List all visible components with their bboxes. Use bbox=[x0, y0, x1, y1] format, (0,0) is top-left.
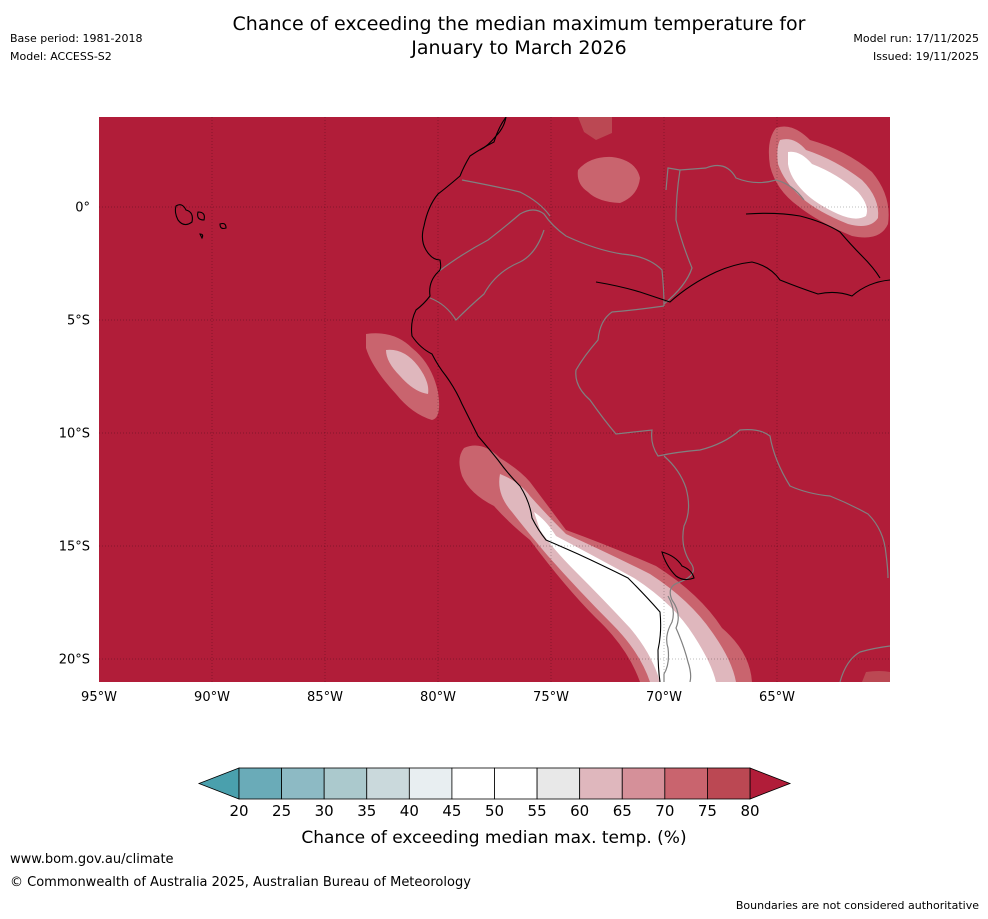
lon-label: 95°W bbox=[81, 690, 117, 705]
colorbar-tick-label: 25 bbox=[272, 802, 291, 820]
title-line-2: January to March 2026 bbox=[411, 37, 627, 59]
colorbar-segment bbox=[707, 767, 751, 800]
lat-label: 0° bbox=[75, 200, 90, 215]
colorbar-segments bbox=[238, 767, 751, 800]
lat-label: 10°S bbox=[59, 426, 90, 441]
colorbar-segment bbox=[494, 767, 538, 800]
border-ecuador-peru bbox=[429, 229, 545, 321]
meta-left: Base period: 1981-2018 Model: ACCESS-S2 bbox=[10, 30, 142, 66]
lat-label: 5°S bbox=[67, 313, 90, 328]
border-colombia-venezuela bbox=[461, 165, 805, 305]
map-background bbox=[99, 117, 890, 682]
colorbar-segment bbox=[536, 767, 581, 800]
base-period: Base period: 1981-2018 bbox=[10, 32, 143, 45]
coast-caribbean bbox=[479, 117, 890, 303]
colorbar-segment bbox=[579, 767, 623, 800]
colorbar-tick-label: 45 bbox=[442, 802, 461, 820]
colorbar-tick-label: 35 bbox=[357, 802, 376, 820]
model-run-date: Model run: 17/11/2025 bbox=[853, 32, 979, 45]
colorbar-segment bbox=[238, 767, 282, 800]
lat-label: 20°S bbox=[59, 652, 90, 667]
colorbar-tick-label: 20 bbox=[229, 802, 248, 820]
colorbar-tick-label: 70 bbox=[655, 802, 674, 820]
colorbar-tick-label: 65 bbox=[613, 802, 632, 820]
lon-label: 85°W bbox=[307, 690, 343, 705]
lon-label: 80°W bbox=[420, 690, 456, 705]
colorbar-tick-label: 60 bbox=[570, 802, 589, 820]
graticule bbox=[99, 117, 890, 682]
border-colombia-ecuador-peru bbox=[437, 209, 665, 307]
patch-bolivia-south bbox=[862, 671, 890, 682]
lon-label: 90°W bbox=[194, 690, 230, 705]
colorbar-tick-label: 30 bbox=[315, 802, 334, 820]
country-borders bbox=[429, 165, 890, 682]
colorbar-segment bbox=[366, 767, 410, 800]
colorbar-segment bbox=[664, 767, 708, 800]
footer-disclaimer: Boundaries are not considered authoritat… bbox=[735, 899, 979, 912]
border-peru-brazil bbox=[575, 305, 889, 579]
colorbar-over-arrow bbox=[749, 767, 792, 800]
colorbar-under-arrow bbox=[197, 767, 240, 800]
model-name: Model: ACCESS-S2 bbox=[10, 50, 112, 63]
colorbar-tick-label: 40 bbox=[400, 802, 419, 820]
galapagos-islands bbox=[174, 204, 227, 240]
longitude-labels: 95°W 90°W 85°W 80°W 75°W 70°W 65°W bbox=[81, 690, 795, 705]
colorbar: 20 25 30 35 40 45 50 55 60 65 70 75 80 Chance of exc… bbox=[197, 767, 792, 848]
colorbar-title: Chance of exceeding median max. temp. (%… bbox=[301, 828, 686, 848]
lon-label: 75°W bbox=[533, 690, 569, 705]
lon-label: 65°W bbox=[759, 690, 795, 705]
colorbar-segment bbox=[281, 767, 325, 800]
coastline bbox=[174, 117, 890, 682]
chart-title: Chance of exceeding the median maximum t… bbox=[160, 12, 878, 60]
latitude-labels: 0° 5°S 10°S 15°S 20°S bbox=[59, 200, 90, 667]
footer-url[interactable]: www.bom.gov.au/climate bbox=[10, 852, 174, 867]
colorbar-segment bbox=[621, 767, 666, 800]
lat-label: 15°S bbox=[59, 539, 90, 554]
colorbar-tick-label: 50 bbox=[485, 802, 504, 820]
meta-right: Model run: 17/11/2025 Issued: 19/11/2025 bbox=[853, 30, 979, 66]
colorbar-segment bbox=[323, 767, 368, 800]
colorbar-tick-label: 75 bbox=[698, 802, 717, 820]
patch-north-ocean bbox=[578, 117, 612, 140]
patch-venezuela-inner bbox=[788, 151, 867, 219]
issued-date: Issued: 19/11/2025 bbox=[872, 50, 979, 63]
coast-pacific bbox=[410, 117, 662, 682]
colorbar-segment bbox=[451, 767, 495, 800]
footer-copyright: © Commonwealth of Australia 2025, Austra… bbox=[10, 875, 471, 890]
border-peru-bolivia bbox=[663, 455, 694, 682]
lon-label: 70°W bbox=[646, 690, 682, 705]
colorbar-tick-label: 80 bbox=[740, 802, 759, 820]
border-bolivia-paraguay bbox=[839, 645, 890, 682]
patch-peru-offshore-inner bbox=[386, 349, 429, 394]
title-line-1: Chance of exceeding the median maximum t… bbox=[232, 13, 806, 35]
patch-colombia bbox=[577, 156, 640, 203]
colorbar-segment bbox=[408, 767, 453, 800]
border-bolivia-chile bbox=[663, 595, 674, 682]
lake-titicaca bbox=[661, 551, 695, 581]
colorbar-tick-label: 55 bbox=[528, 802, 547, 820]
coast-venezuela-north bbox=[745, 212, 881, 279]
map-area bbox=[99, 117, 890, 682]
colorbar-tick-labels: 20 25 30 35 40 45 50 55 60 65 70 75 80 bbox=[229, 802, 759, 820]
